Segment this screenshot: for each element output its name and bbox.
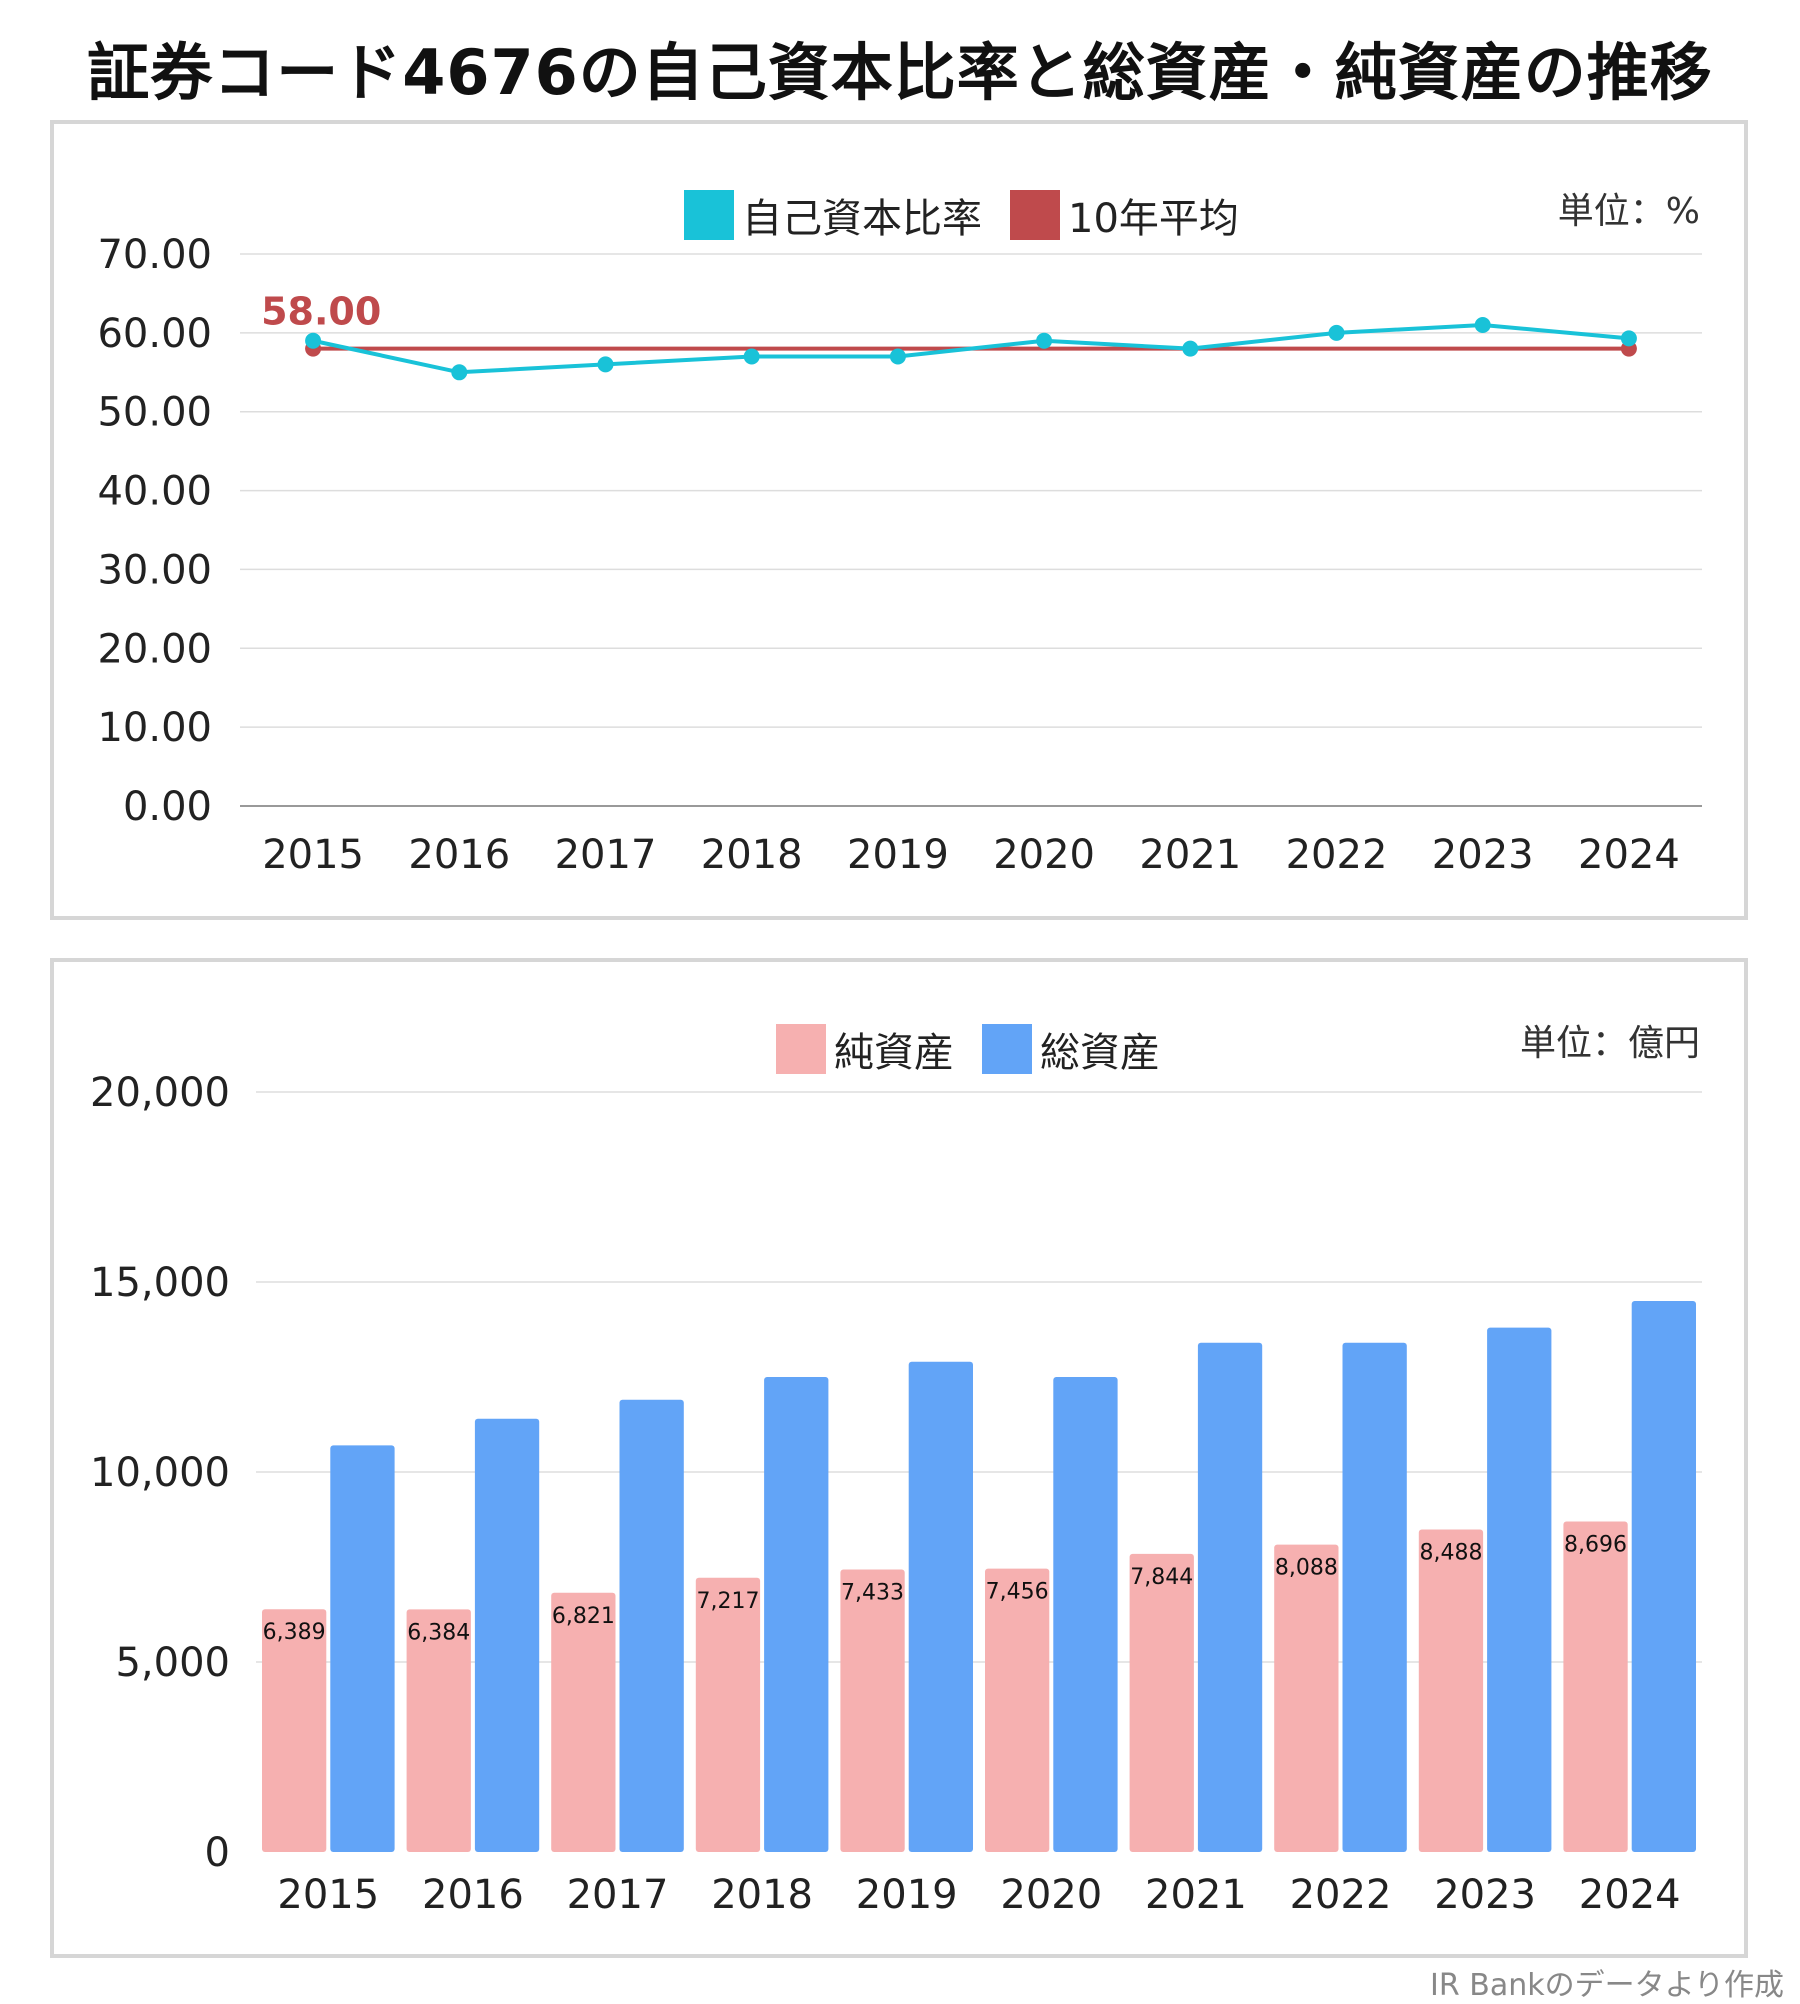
y-tick-label: 30.00 — [97, 547, 212, 593]
bar-total-assets — [619, 1399, 684, 1852]
bar-value-label-net-assets: 8,696 — [1564, 1533, 1627, 1558]
legend-label-net-assets: 純資産 — [834, 1030, 954, 1076]
bar-net-assets — [840, 1569, 905, 1852]
y-tick-label: 50.00 — [97, 390, 212, 436]
x-tick-label: 2018 — [701, 832, 803, 878]
bar-total-assets — [908, 1361, 973, 1852]
bar-net-assets — [1418, 1529, 1484, 1852]
data-point-equity-ratio — [1474, 316, 1491, 333]
bar-total-assets — [330, 1445, 395, 1852]
data-point-equity-ratio — [889, 348, 906, 365]
series-line-equity-ratio — [312, 322, 1630, 375]
y-tick-label: 20,000 — [90, 1070, 230, 1116]
unit-label-percent: 単位：% — [1557, 191, 1700, 232]
x-tick-label: 2019 — [847, 832, 949, 878]
equity-ratio-chart-panel: 自己資本比率 10年平均 単位：% 0.00 10.00 20.00 30.00 40.… — [50, 120, 1748, 920]
y-tick-label: 20.00 — [97, 626, 212, 672]
page-title: 証券コード4676の自己資本比率と総資産・純資産の推移 — [87, 36, 1713, 109]
y-tick-label: 10,000 — [90, 1450, 230, 1496]
data-point-equity-ratio — [1036, 332, 1053, 349]
data-point-equity-ratio — [1620, 330, 1637, 347]
assets-legend: 純資産 総資産 — [776, 1020, 1188, 1078]
bar-net-assets — [1274, 1544, 1339, 1852]
data-point-equity-ratio — [597, 356, 614, 373]
x-tick-label: 2016 — [422, 1872, 524, 1918]
x-tick-label: 2016 — [408, 832, 510, 878]
avg10-value-label: 58.00 — [261, 290, 381, 334]
data-point-equity-ratio — [1328, 324, 1345, 341]
bar-value-label-net-assets: 6,821 — [552, 1604, 615, 1629]
x-tick-label: 2018 — [711, 1872, 813, 1918]
bar-total-assets — [1197, 1342, 1263, 1852]
x-tick-label: 2015 — [262, 832, 364, 878]
y-tick-label: 0 — [205, 1830, 230, 1876]
x-tick-label: 2019 — [856, 1872, 958, 1918]
bar-value-label-net-assets: 7,456 — [986, 1580, 1049, 1605]
x-tick-label: 2024 — [1579, 1872, 1681, 1918]
bar-value-label-net-assets: 6,389 — [263, 1620, 326, 1645]
equity-ratio-chart-svg: 0.00 10.00 20.00 30.00 40.00 50.00 60.00 70.00 2… — [97, 232, 1702, 878]
bar-net-assets — [985, 1568, 1050, 1852]
bar-net-assets — [1129, 1553, 1194, 1852]
x-tick-label: 2020 — [993, 832, 1095, 878]
y-tick-label: 15,000 — [90, 1260, 230, 1306]
bar-value-label-net-assets: 7,844 — [1130, 1565, 1193, 1590]
assets-chart-panel: 純資産 総資産 単位：億円 0 5,000 10,000 15,000 20,000 6,… — [50, 958, 1748, 1958]
assets-chart-svg: 0 5,000 10,000 15,000 20,000 6,389 2015 6,384 20… — [90, 1070, 1702, 1918]
x-tick-label: 2015 — [277, 1872, 379, 1918]
legend-swatch-equity-ratio — [684, 190, 734, 240]
bar-value-label-net-assets: 7,217 — [696, 1589, 759, 1614]
bar-value-label-net-assets: 6,384 — [407, 1620, 470, 1645]
bar-total-assets — [1487, 1327, 1552, 1852]
source-credit: IR Bankのデータより作成 — [1430, 1968, 1784, 2003]
bar-value-label-net-assets: 8,488 — [1419, 1540, 1482, 1565]
legend-swatch-total-assets — [982, 1024, 1032, 1074]
bar-net-assets — [1563, 1521, 1628, 1852]
y-tick-label: 0.00 — [123, 784, 212, 830]
legend-item-net-assets: 純資産 — [776, 1020, 954, 1078]
x-tick-label: 2020 — [1000, 1872, 1102, 1918]
y-tick-label: 60.00 — [97, 311, 212, 357]
bar-net-assets — [406, 1609, 471, 1852]
bar-net-assets — [551, 1592, 616, 1852]
data-point-equity-ratio — [451, 364, 468, 381]
x-tick-label: 2022 — [1290, 1872, 1392, 1918]
legend-item-avg10: 10年平均 — [1010, 186, 1239, 244]
x-tick-label: 2023 — [1434, 1872, 1536, 1918]
legend-label-total-assets: 総資産 — [1040, 1030, 1160, 1076]
x-tick-label: 2017 — [555, 832, 657, 878]
bar-total-assets — [764, 1377, 829, 1852]
legend-swatch-net-assets — [776, 1024, 826, 1074]
data-point-equity-ratio — [1182, 340, 1199, 357]
bar-total-assets — [1631, 1301, 1696, 1852]
legend-label-avg10: 10年平均 — [1068, 196, 1239, 242]
x-tick-label: 2023 — [1432, 832, 1534, 878]
x-tick-label: 2022 — [1286, 832, 1388, 878]
bar-total-assets — [1053, 1377, 1118, 1852]
bar-net-assets — [695, 1577, 761, 1852]
data-point-equity-ratio — [743, 348, 760, 365]
unit-label-oku-yen: 単位：億円 — [1519, 1023, 1700, 1064]
bar-net-assets — [262, 1609, 327, 1852]
data-point-equity-ratio — [305, 332, 322, 349]
legend-label-equity-ratio: 自己資本比率 — [742, 196, 982, 242]
legend-item-total-assets: 総資産 — [982, 1020, 1160, 1078]
bar-value-label-net-assets: 8,088 — [1275, 1556, 1338, 1581]
legend-item-equity-ratio: 自己資本比率 — [684, 186, 982, 244]
legend-swatch-avg10 — [1010, 190, 1060, 240]
bar-total-assets — [1342, 1342, 1407, 1852]
x-tick-label: 2021 — [1145, 1872, 1247, 1918]
equity-ratio-legend: 自己資本比率 10年平均 — [684, 186, 1267, 244]
bar-value-label-net-assets: 7,433 — [841, 1581, 904, 1606]
y-tick-label: 10.00 — [97, 705, 212, 751]
x-tick-label: 2024 — [1578, 832, 1680, 878]
bar-total-assets — [474, 1418, 540, 1852]
x-tick-label: 2017 — [567, 1872, 669, 1918]
y-tick-label: 70.00 — [97, 232, 212, 278]
y-tick-label: 40.00 — [97, 469, 212, 515]
x-tick-label: 2021 — [1139, 832, 1241, 878]
y-tick-label: 5,000 — [115, 1640, 230, 1686]
